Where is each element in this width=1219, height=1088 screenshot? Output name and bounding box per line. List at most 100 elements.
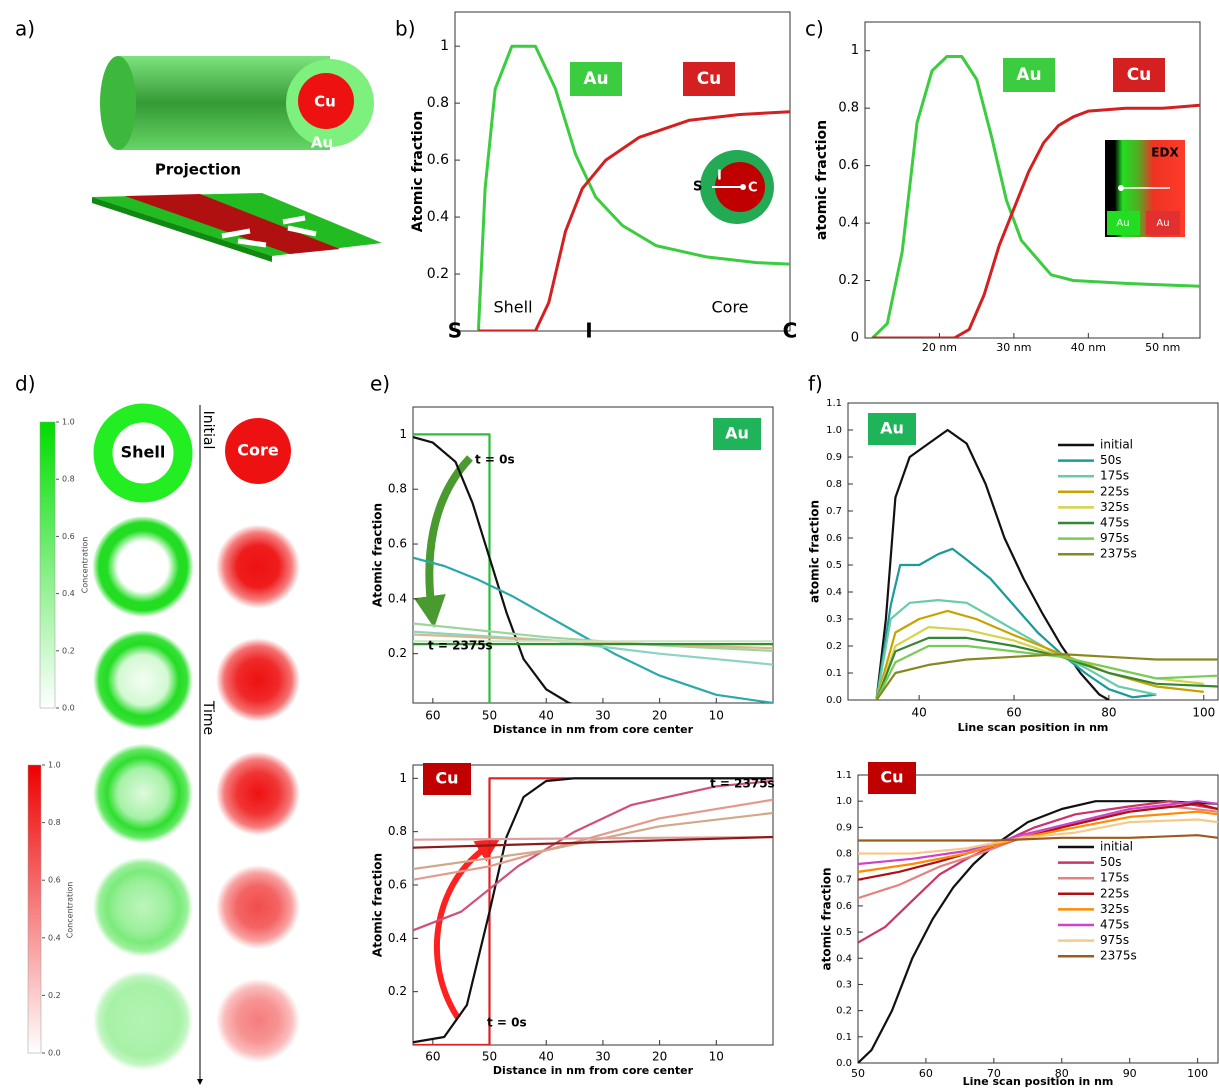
x-tick-label: 60 [425,709,440,723]
y-tick-label: 0.6 [388,878,407,892]
y-tick-label: 0.6 [826,533,842,544]
legend-label: 325s [1100,500,1129,514]
legend-label: 225s [1100,484,1129,498]
y-tick-label: 0.3 [826,614,842,625]
y-tick-label: 0.8 [388,482,407,496]
core-label: Cu [314,93,336,111]
y-tick-label: 0.4 [826,587,842,598]
legend-label: initial [1100,438,1133,452]
x-tick-label: 60 [1006,706,1021,720]
y-tick-label: 0.4 [388,591,407,605]
shell-ring [93,744,193,844]
shell-label: Shell [121,443,166,462]
y-tick-label: 0.0 [836,1058,852,1069]
series-line [413,813,773,869]
x-tick-label: 50 [851,1067,865,1080]
y-tick-label: 0.4 [836,953,852,964]
x-tick-label: S [448,319,462,343]
x-tick-label: 100 [1192,706,1215,720]
annotation: t = 0s [487,1016,527,1030]
y-tick-label: 0.4 [838,216,859,231]
x-tick-label: 40 nm [1071,341,1106,354]
core-disc [216,525,300,609]
inset-label: C [748,181,758,196]
legend-label: 175s [1100,469,1129,483]
element-label: Cu [880,768,903,787]
y-tick-label: 0.3 [836,979,852,990]
x-tick-label: 80 [1101,706,1116,720]
red-colorbar [28,765,41,1053]
legend-label: 50s [1100,855,1122,869]
colorbar-tick-label: 1.0 [62,418,75,427]
y-tick-label: 0.8 [388,824,407,838]
y-tick-label: 1.0 [836,796,852,807]
y-axis-label: atomic fraction [820,868,834,971]
y-tick-label: 1 [440,38,449,54]
colorbar-tick-label: 0.6 [62,532,75,541]
x-tick-label: 60 [425,1050,440,1064]
colorbar-tick-label: 1.0 [48,761,61,770]
series-line [877,549,1157,700]
figure: Cu Au Projection Initial Time ShellCore … [0,0,1219,1088]
x-tick-label: 40 [912,706,927,720]
y-tick-label: 0.8 [427,95,449,111]
core-label: Core [237,441,279,460]
x-tick-label: C [783,319,798,343]
colorbar-tick-label: 0.8 [62,475,75,484]
y-tick-label: 0.4 [388,931,407,945]
colorbar-tick-label: 0.6 [48,876,61,885]
colorbar-tick-label: 0.4 [48,933,61,942]
y-tick-label: 0.8 [836,849,852,860]
y-tick-label: 0.0 [826,695,842,706]
series-line [413,778,773,1042]
y-tick-label: 0.2 [838,273,859,288]
core-disc [216,979,300,1063]
y-tick-label: 1 [399,427,407,441]
y-tick-label: 0.9 [826,452,842,463]
colorbar-tick-label: 0.0 [48,1049,61,1058]
region-label: Shell [493,298,532,317]
time-label: Time [200,700,216,735]
legend-label: initial [1100,840,1133,854]
x-tick-label: 20 [652,709,667,723]
colorbar-label: Concentration [81,537,90,594]
x-axis-label: Distance in nm from core center [493,1064,694,1077]
legend-label: Cu [697,69,722,89]
y-tick-label: 0.8 [826,479,842,490]
legend-label: 225s [1100,886,1129,900]
y-tick-label: 0.2 [836,1006,852,1017]
green-colorbar [40,422,55,708]
x-tick-label: 30 [595,1050,610,1064]
colorbar-tick-label: 0.2 [62,646,75,655]
legend-label: Cu [1127,65,1152,85]
x-tick-label: 40 [539,709,554,723]
panel-label: c) [805,17,824,41]
x-tick-label: 50 [482,1050,497,1064]
colorbar-tick-label: 0.2 [48,991,61,1000]
x-tick-label: 30 [595,709,610,723]
inset-label: I [717,169,722,184]
core-disc [216,638,300,722]
y-tick-label: 0.6 [427,152,449,168]
y-tick-label: 0.5 [836,927,852,938]
y-tick-label: 0.1 [836,1032,852,1043]
y-axis-label: Atomic fraction [371,503,385,607]
y-tick-label: 0 [851,331,859,346]
legend-label: 2375s [1100,547,1137,561]
y-tick-label: 0.6 [838,158,859,173]
legend-label: 475s [1100,918,1129,932]
x-tick-label: 60 [919,1067,933,1080]
y-axis-label: Atomic fraction [410,111,426,233]
panel-label: e) [370,372,390,396]
x-tick-label: I [585,319,592,343]
annotation: t = 2375s [428,639,493,653]
legend-label: 50s [1100,453,1122,467]
legend-label: Au [1016,65,1041,85]
y-tick-label: 0.6 [388,537,407,551]
region-label: Core [711,298,748,317]
legend-label: 175s [1100,871,1129,885]
legend-label: Au [583,69,608,89]
diffusion-circles: Shell Core [93,413,300,1071]
series-line [413,434,773,708]
y-tick-label: 1.0 [826,425,842,436]
